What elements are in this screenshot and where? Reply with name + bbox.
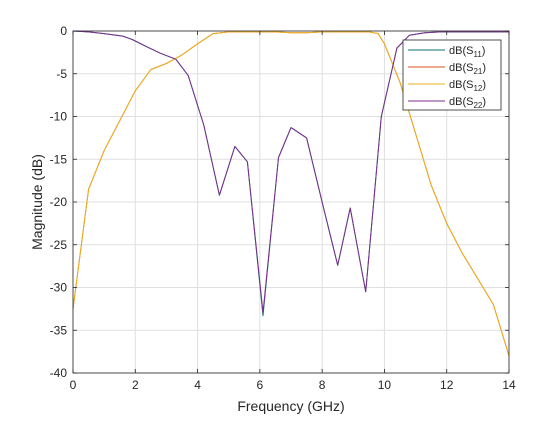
y-axis-label: Magnitude (dB) <box>29 154 45 250</box>
x-tick-label: 10 <box>378 378 392 392</box>
x-tick-label: 6 <box>257 378 264 392</box>
x-tick-label: 8 <box>319 378 326 392</box>
series-line-22 <box>72 30 509 313</box>
y-tick-label: -30 <box>50 281 68 295</box>
legend: dB(S11) dB(S21) dB(S12) dB(S22) <box>402 39 502 111</box>
legend-label: dB(S22) <box>449 96 486 110</box>
y-tick-label: -40 <box>50 366 68 380</box>
y-tick-label: -5 <box>56 67 67 81</box>
y-tick-label: -10 <box>50 110 68 124</box>
x-tick-label: 2 <box>132 378 139 392</box>
series-lines <box>72 30 510 357</box>
x-axis-label: Frequency (GHz) <box>237 398 344 414</box>
legend-label: dB(S21) <box>449 62 486 76</box>
x-tick-label: 14 <box>502 378 516 392</box>
y-tick-label: -25 <box>50 238 68 252</box>
x-tick-label: 4 <box>194 378 201 392</box>
y-tick-label: -15 <box>50 152 68 166</box>
axis-ticks: 0 2 4 6 8 10 12 14 0 -5 -10 -15 -20 -25 -30 -35 -40 <box>50 24 516 392</box>
x-tick-label: 12 <box>440 378 454 392</box>
x-tick-label: 0 <box>70 378 77 392</box>
y-tick-label: 0 <box>60 24 67 38</box>
y-tick-label: -35 <box>50 323 68 337</box>
series-line-12 <box>72 31 510 357</box>
legend-box <box>402 39 502 111</box>
legend-label: dB(S12) <box>449 79 486 93</box>
legend-label: dB(S11) <box>449 45 485 59</box>
y-tick-label: -20 <box>50 195 68 209</box>
